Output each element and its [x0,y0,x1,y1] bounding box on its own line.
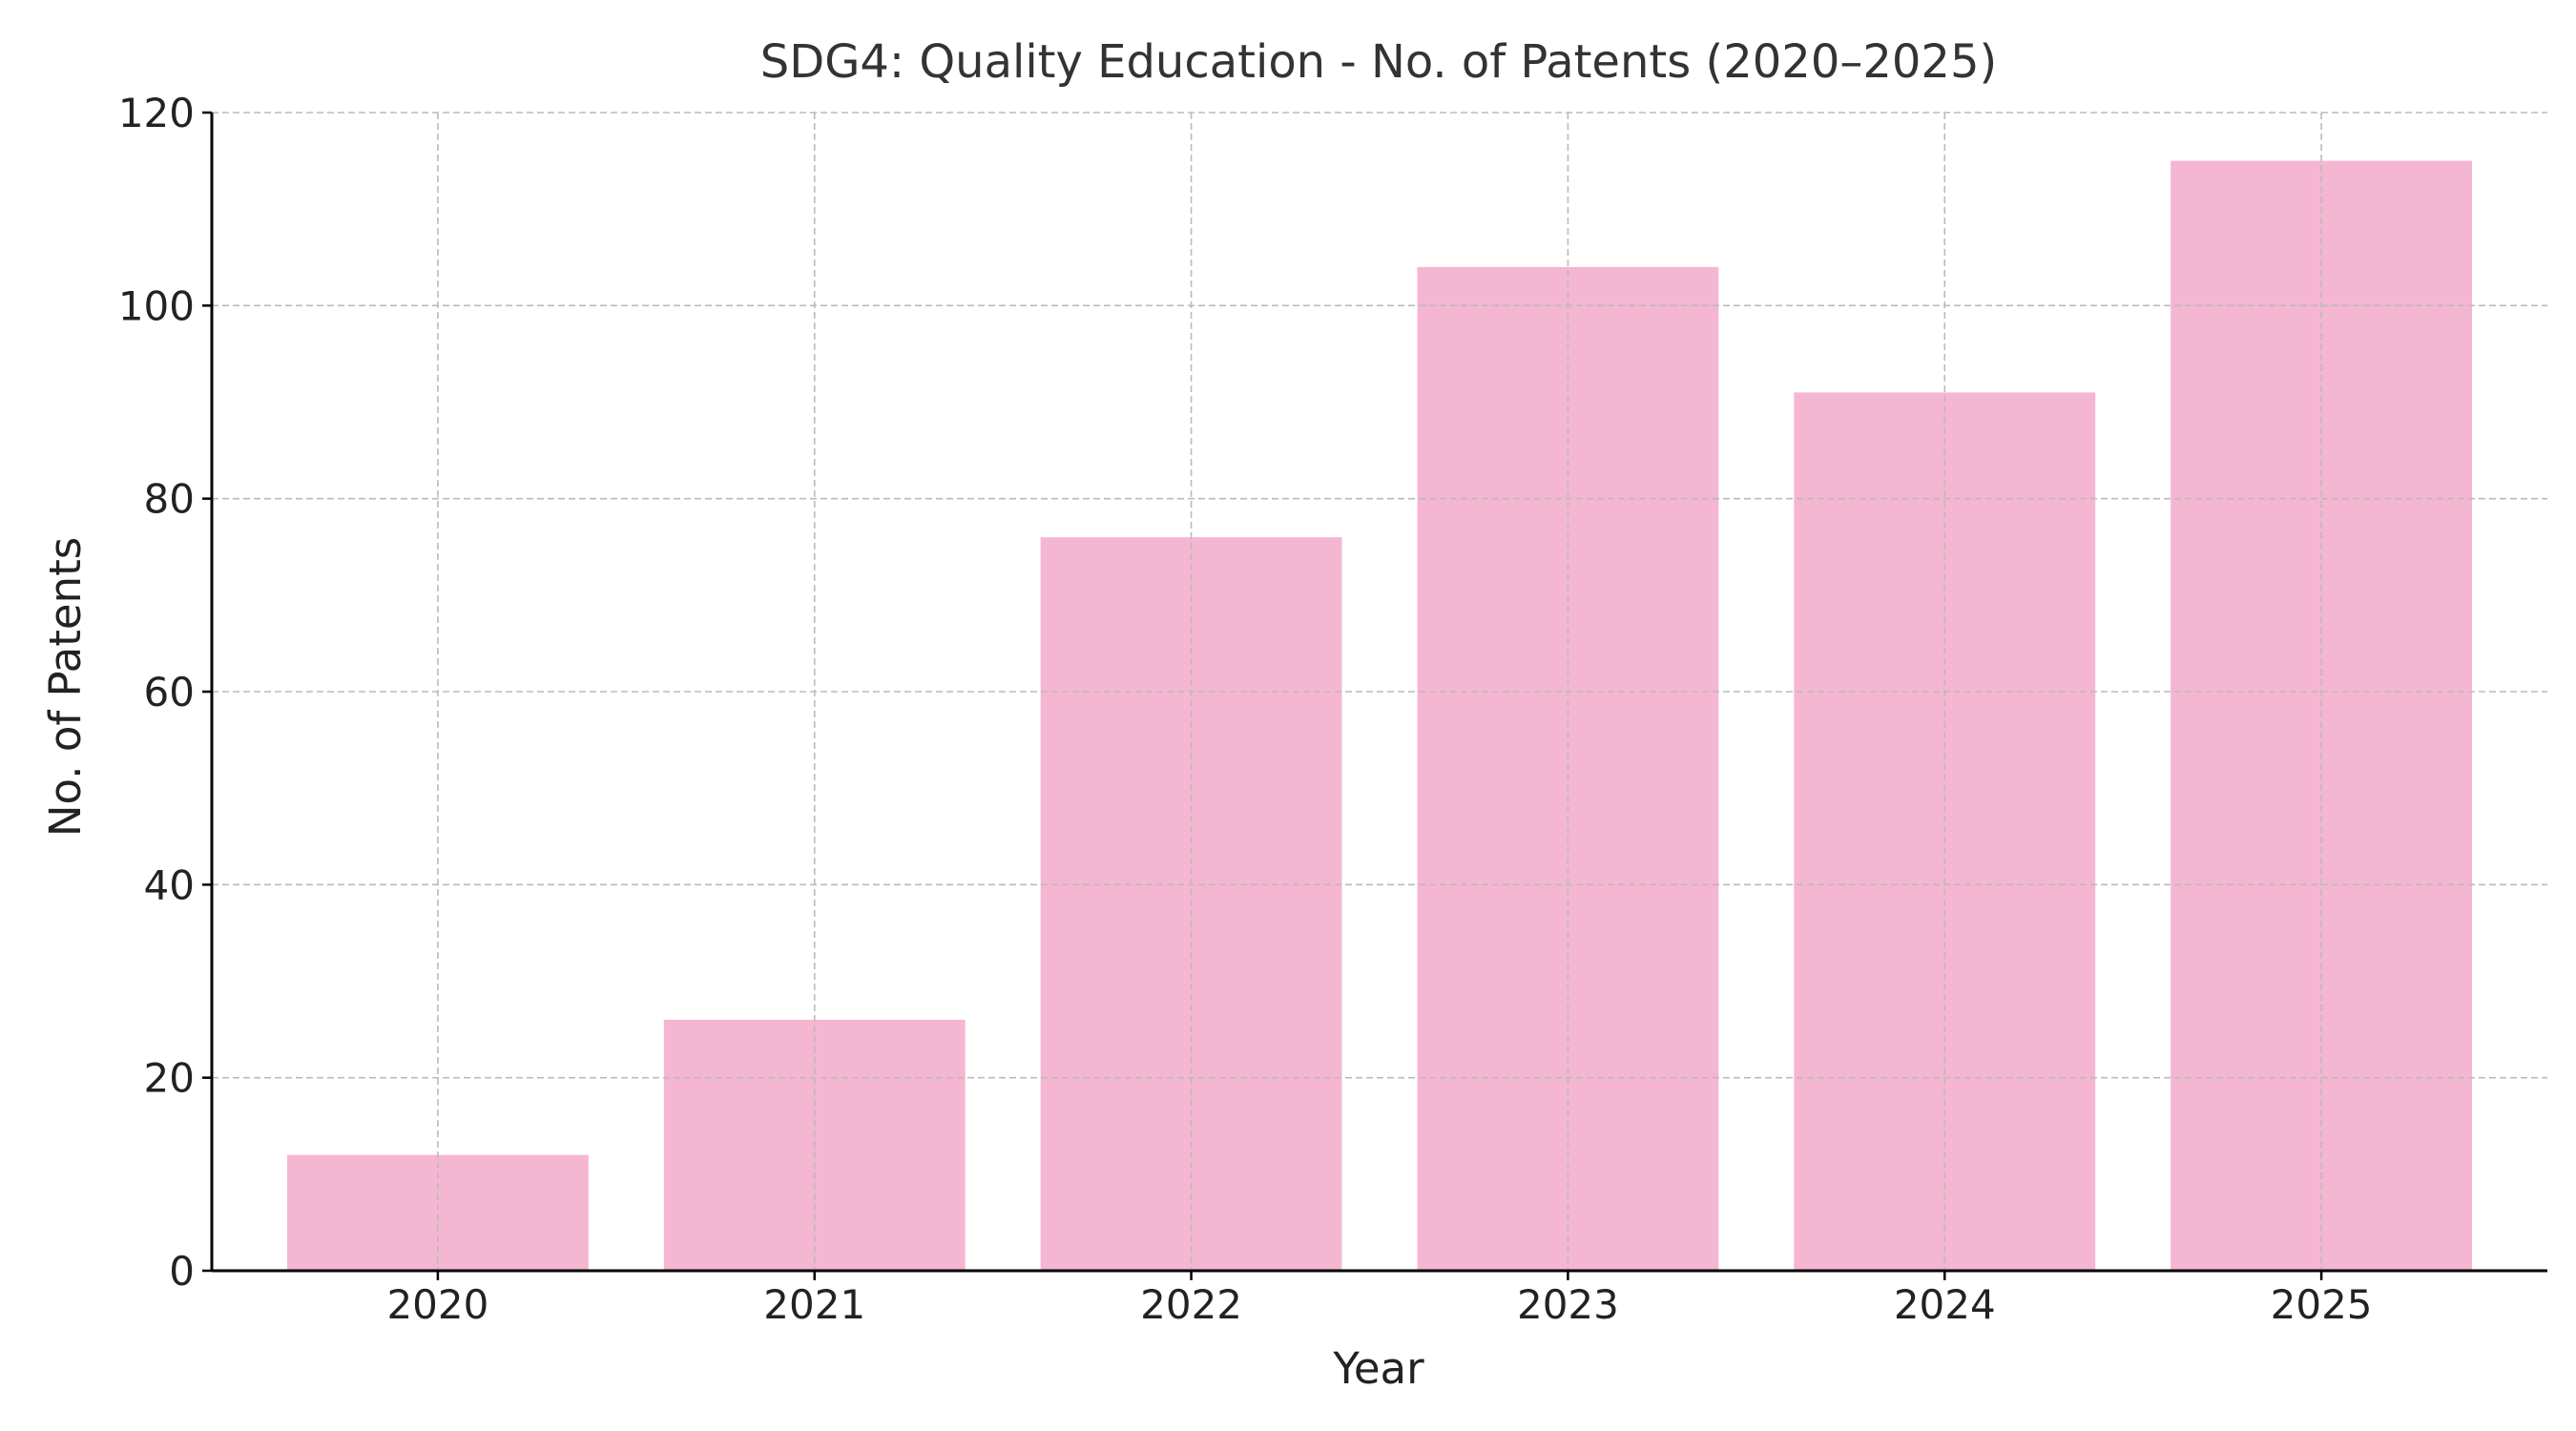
bars [286,160,2473,1272]
x-tick-label-2025: 2025 [2271,1281,2373,1328]
y-tick-label-60: 60 [144,669,195,716]
x-tick-label-2021: 2021 [763,1281,865,1328]
y-tick-label-80: 80 [144,476,195,523]
x-axis-title: Year [1332,1343,1424,1394]
axes [202,111,2547,1280]
x-tick-label-2023: 2023 [1517,1281,1619,1328]
y-axis-title: No. of Patents [40,537,91,837]
y-tick-label-100: 100 [118,282,195,329]
chart-title: SDG4: Quality Education - No. of Patents… [760,35,1997,89]
y-tick-label-0: 0 [169,1248,195,1295]
x-tick-label-2020: 2020 [386,1281,488,1328]
x-tick-label-2024: 2024 [1894,1281,1996,1328]
bar-2020 [286,1154,589,1271]
x-tick-label-2022: 2022 [1140,1281,1242,1328]
grid-lines [212,112,2547,1272]
y-tick-label-120: 120 [118,90,195,136]
y-tick-label-20: 20 [144,1055,195,1102]
tick-labels: 0 20 40 60 80 100 120 2020 2021 2022 2023 2024 2025 [118,90,2373,1328]
y-tick-label-40: 40 [144,861,195,908]
